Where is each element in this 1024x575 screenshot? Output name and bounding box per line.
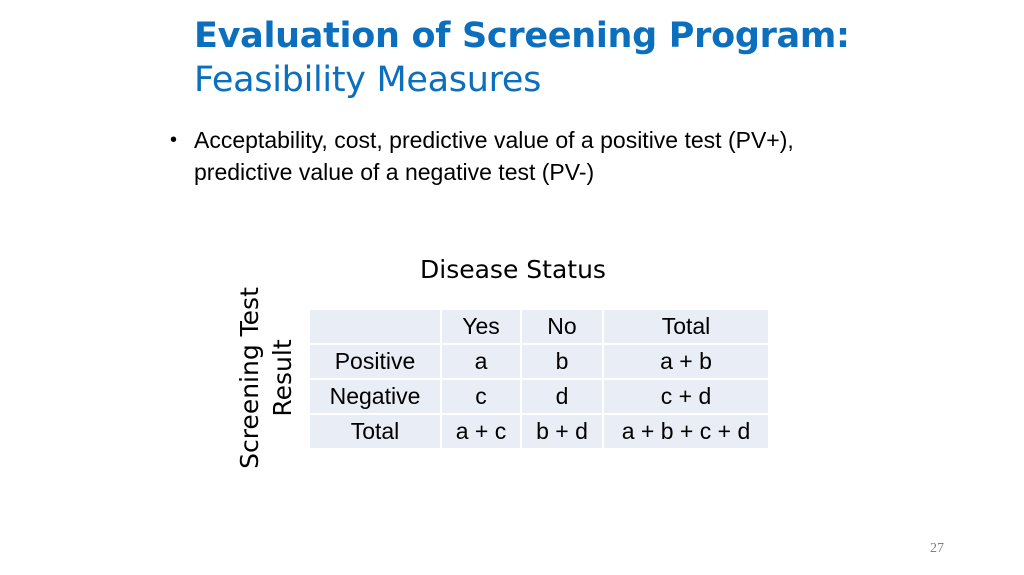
table-row-label: Total	[310, 415, 440, 448]
row-axis-label: Screening Test Result	[235, 287, 297, 469]
page-number: 27	[930, 541, 944, 556]
table-caption: Disease Status	[420, 255, 606, 284]
table-cell: c	[442, 380, 520, 413]
table-row-label: Negative	[310, 380, 440, 413]
bullet-item: • Acceptability, cost, predictive value …	[170, 124, 870, 188]
table-header-cell: No	[522, 310, 602, 343]
bullet-text: Acceptability, cost, predictive value of…	[194, 127, 794, 185]
table-row-label: Positive	[310, 345, 440, 378]
table-header-cell	[310, 310, 440, 343]
table-header-row: Yes No Total	[310, 310, 768, 343]
table-row: Positive a b a + b	[310, 345, 768, 378]
table-cell: b + d	[522, 415, 602, 448]
table-cell: d	[522, 380, 602, 413]
contingency-table: Yes No Total Positive a b a + b Negative…	[308, 308, 770, 450]
table-cell: a + c	[442, 415, 520, 448]
bullet-icon: •	[170, 129, 178, 151]
table-row: Negative c d c + d	[310, 380, 768, 413]
table-header-cell: Total	[604, 310, 768, 343]
table-cell: a + b	[604, 345, 768, 378]
table-cell: b	[522, 345, 602, 378]
title-normal-part: Feasibility Measures	[194, 60, 542, 100]
table-cell: c + d	[604, 380, 768, 413]
title-bold-part: Evaluation of Screening Program:	[194, 16, 850, 56]
table-cell: a	[442, 345, 520, 378]
table-cell: a + b + c + d	[604, 415, 768, 448]
slide-title: Evaluation of Screening Program: Feasibi…	[194, 14, 914, 102]
table-row: Total a + c b + d a + b + c + d	[310, 415, 768, 448]
table-header-cell: Yes	[442, 310, 520, 343]
